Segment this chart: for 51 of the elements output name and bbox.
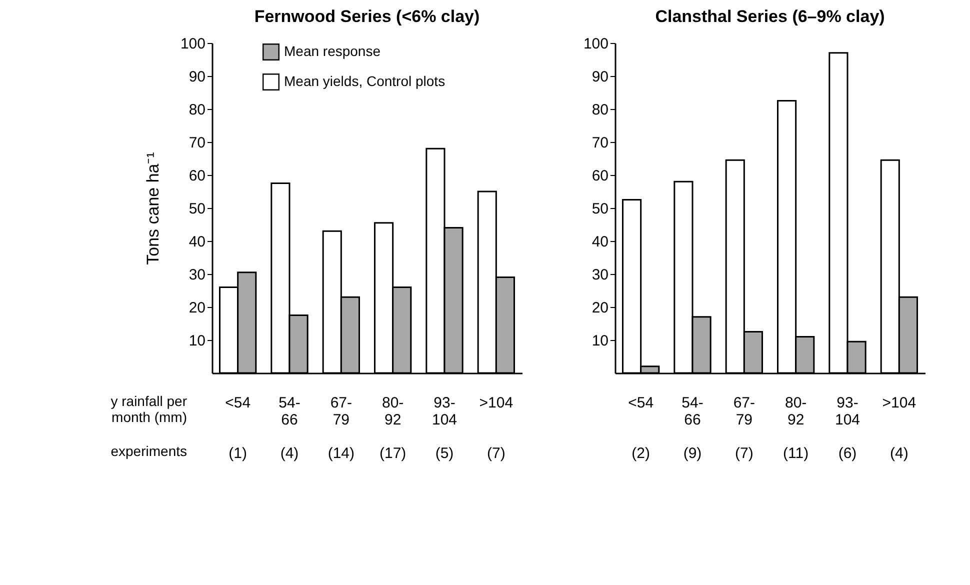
x-tick-label: 93- 104	[432, 394, 458, 428]
text: (6)	[838, 445, 857, 462]
text: (17)	[379, 445, 406, 462]
x-tick-label: 54- 66	[682, 394, 704, 428]
text: y rainfall per month (mm)	[110, 393, 188, 425]
text: experiments	[110, 443, 187, 459]
x-tick-label: 93- 104	[834, 394, 860, 428]
x-tick-label: >104	[479, 394, 514, 412]
x-tick-label: 54- 66	[278, 394, 300, 428]
y-tick-label: 50	[188, 200, 206, 218]
x-tick-label: <54	[225, 394, 251, 412]
y-tick-label: 70	[188, 134, 206, 152]
y-tick-label: 10	[592, 332, 608, 350]
text: (9)	[683, 445, 702, 462]
legend-label: Mean response	[284, 43, 381, 59]
text: (7)	[734, 445, 754, 462]
y-tick-label: 80	[188, 102, 206, 118]
y-tick-label: 20	[592, 300, 608, 316]
y-tick-label: 50	[592, 200, 608, 218]
y-tick-label: 60	[188, 168, 206, 184]
text: (7)	[486, 445, 506, 462]
y-tick-label: 70	[592, 134, 608, 152]
y-tick-label: 100	[583, 36, 608, 52]
y-tick-label: 90	[188, 68, 206, 86]
text: (4)	[890, 445, 908, 462]
y-tick-label: 80	[592, 102, 608, 118]
y-tick-label: 10	[188, 332, 206, 350]
y-tick-label: 30	[592, 266, 608, 284]
y-axis-title: Tons cane ha⁻¹	[143, 152, 162, 265]
y-tick-label: 90	[592, 68, 608, 86]
y-tick-label: 20	[188, 300, 206, 316]
text: (14)	[328, 445, 355, 462]
x-tick-label: 80- 92	[784, 394, 807, 428]
text: (1)	[228, 445, 248, 462]
legend-label: Mean yields, Control plots	[284, 73, 446, 89]
x-tick-label: 80- 92	[382, 394, 404, 428]
y-tick-label: 40	[188, 234, 206, 250]
x-tick-label: <54	[628, 394, 654, 412]
x-tick-label: >104	[882, 394, 916, 412]
x-tick-label: 67- 79	[330, 394, 352, 428]
chart-title: Clansthal Series (6–9% clay)	[655, 7, 885, 26]
y-tick-label: 30	[188, 266, 206, 284]
text: (5)	[435, 445, 454, 462]
y-tick-label: 100	[180, 36, 206, 52]
text: (2)	[632, 445, 650, 462]
chart-title: Fernwood Series (<6% clay)	[254, 7, 480, 26]
y-tick-label: 60	[592, 168, 608, 184]
y-tick-label: 40	[592, 234, 608, 250]
text: (11)	[783, 445, 809, 462]
text: (4)	[280, 445, 299, 462]
x-tick-label: 67- 79	[733, 394, 756, 428]
